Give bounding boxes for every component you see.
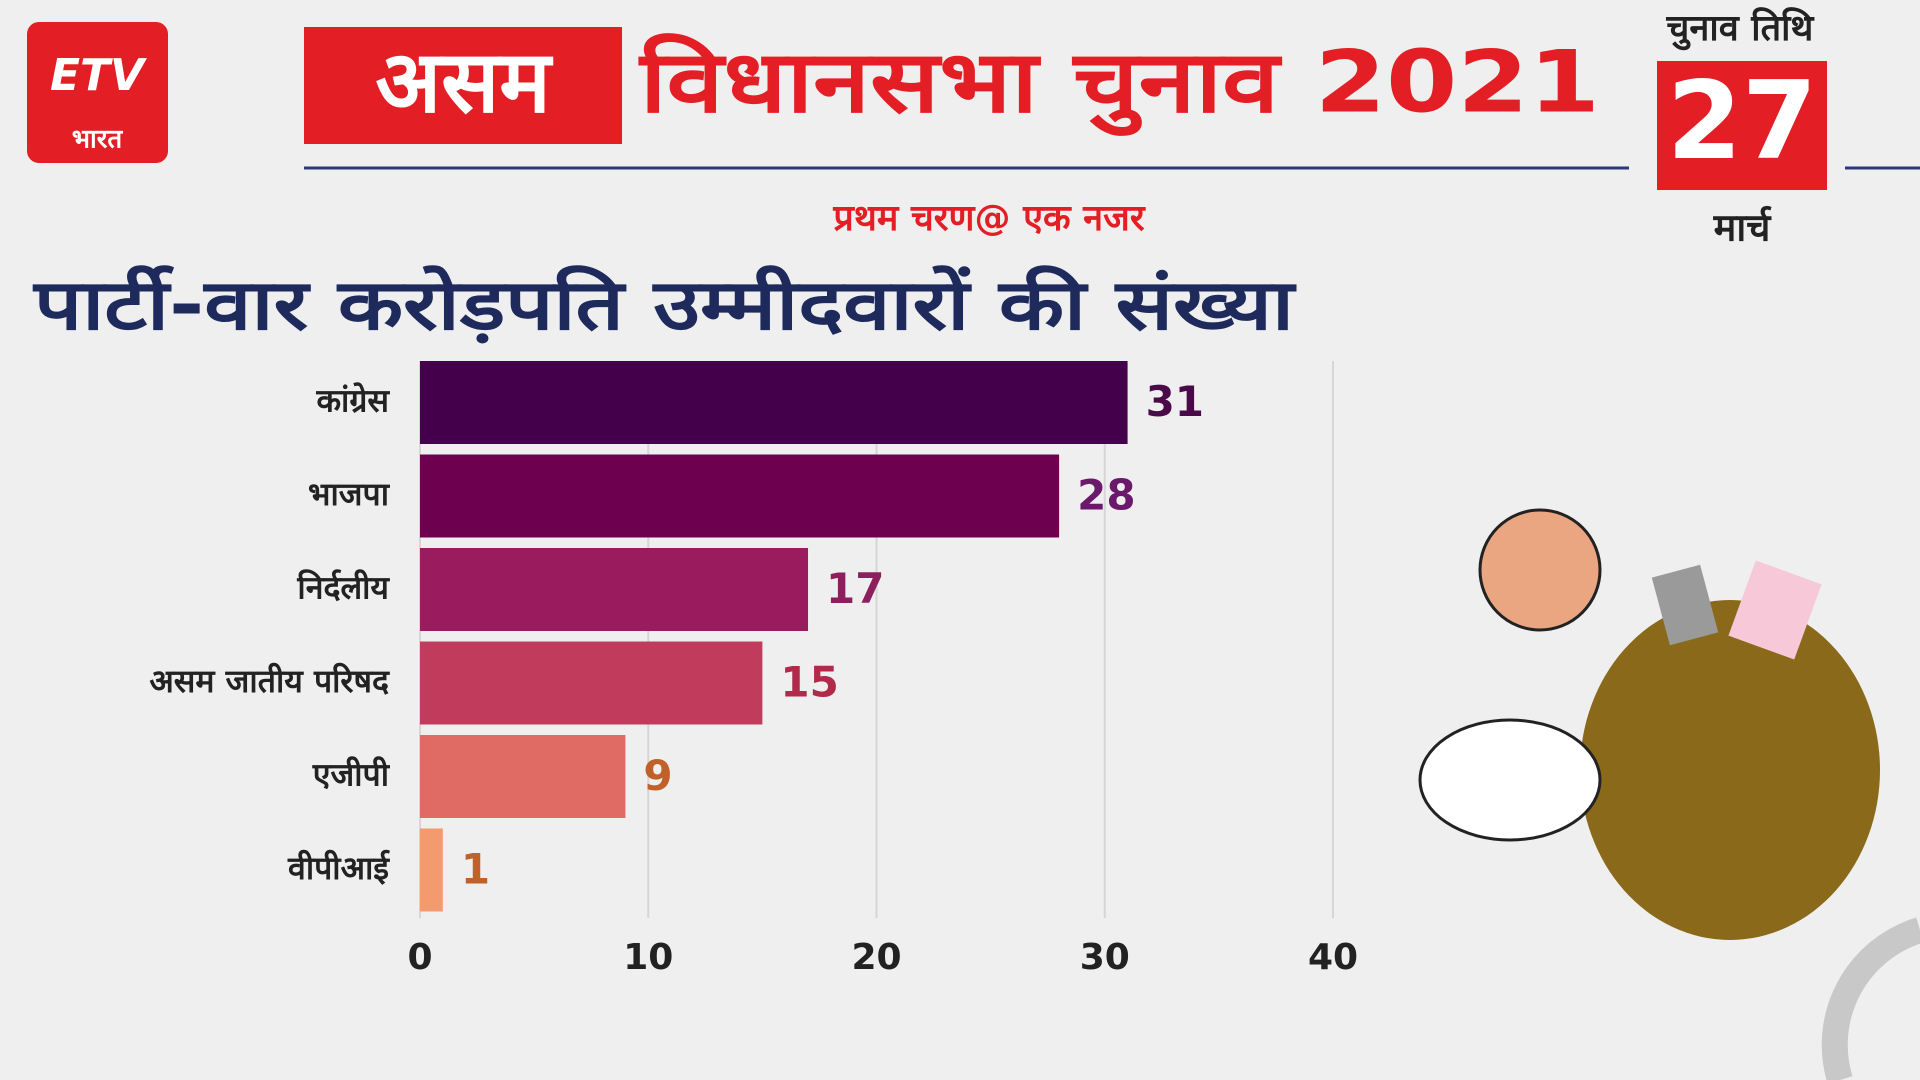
date-box (1657, 61, 1827, 190)
x-tick-label: 10 (623, 937, 673, 978)
cash (1728, 560, 1822, 660)
value-label: 1 (461, 845, 490, 894)
bar (420, 361, 1128, 444)
chart-title: पार्टी-वार करोड़पति उम्मीदवारों की संख्य… (32, 264, 1298, 346)
figure-body (1418, 718, 1602, 842)
logo-box (27, 22, 168, 163)
title: विधानसभा चुनाव 2021 (638, 32, 1600, 136)
x-tick-label: 30 (1080, 937, 1130, 978)
title-highlight: असम (375, 32, 553, 132)
figure-head (1478, 508, 1602, 632)
ballot-mark (1821, 917, 1920, 1080)
title-highlight-box (304, 27, 622, 144)
y-tick-label: कांग्रेस (315, 382, 390, 420)
y-tick-label: वीपीआई (287, 849, 390, 887)
money-bag (1580, 600, 1880, 940)
y-tick-label: एजीपी (312, 756, 391, 794)
logo-brand: ETV (50, 50, 147, 101)
value-label: 28 (1077, 471, 1135, 520)
bar (420, 454, 1060, 538)
illustration (1418, 508, 1920, 1080)
y-tick-label: असम जातीय परिषद (149, 662, 390, 700)
value-label: 17 (826, 564, 884, 613)
date-label: चुनाव तिथि (1666, 7, 1816, 51)
value-label: 31 (1146, 377, 1204, 426)
cash (1651, 564, 1719, 646)
logo-sub: भारत (72, 125, 124, 155)
x-tick-label: 20 (851, 937, 901, 978)
bar (420, 828, 443, 912)
bar (420, 735, 626, 818)
date-day: 27 (1667, 59, 1817, 184)
y-tick-label: भाजपा (308, 475, 391, 513)
date-month: मार्च (1713, 206, 1773, 250)
x-tick-label: 0 (407, 937, 432, 978)
subtitle: प्रथम चरण@ एक नजर (832, 198, 1145, 239)
value-label: 9 (643, 751, 672, 800)
bar (420, 548, 809, 631)
bar (420, 641, 763, 725)
y-tick-label: निर्दलीय (296, 569, 390, 607)
value-label: 15 (780, 658, 838, 707)
x-tick-label: 40 (1308, 937, 1358, 978)
